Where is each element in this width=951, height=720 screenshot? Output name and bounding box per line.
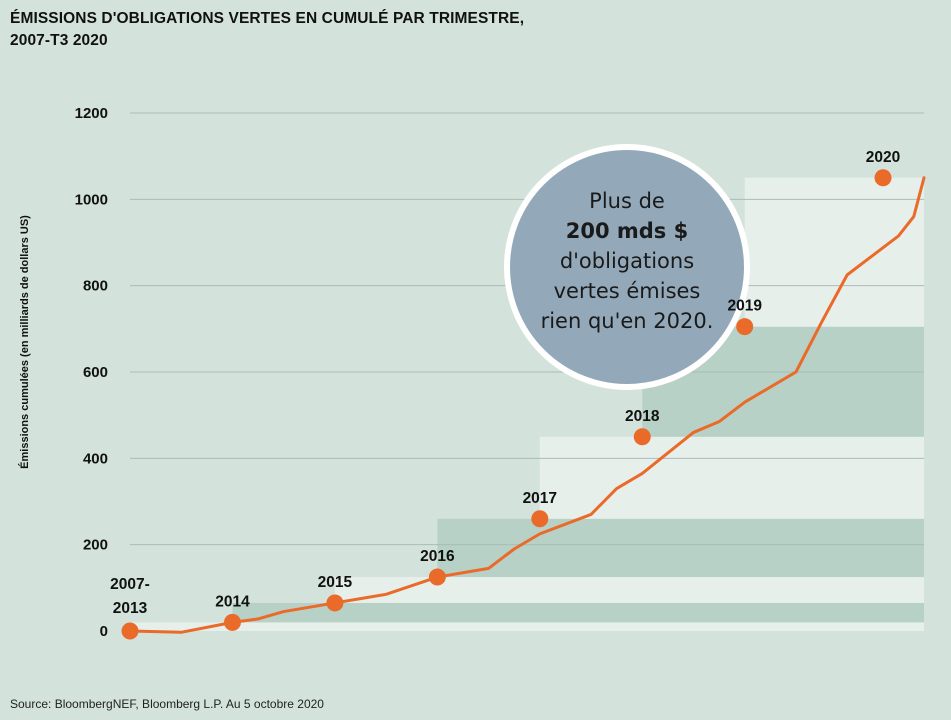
y-tick-1000: 1000 — [75, 191, 108, 208]
y-axis-label: Émissions cumulées (en milliards de doll… — [18, 215, 31, 469]
point-labels: 2007- 2013 2014 2015 2016 2017 2018 2019 2020 — [110, 149, 900, 617]
point-3 — [428, 568, 446, 586]
point-7 — [874, 169, 892, 187]
source-note: Source: BloombergNEF, Bloomberg L.P. Au … — [10, 697, 324, 711]
y-tick-0: 0 — [100, 623, 108, 640]
point-0 — [121, 622, 139, 640]
series-line — [128, 176, 926, 634]
y-tick-400: 400 — [83, 450, 108, 467]
callout-circle — [504, 144, 750, 390]
y-tick-1200: 1200 — [75, 105, 108, 122]
callout-line1: Plus de — [589, 189, 665, 213]
chart-title: ÉMISSIONS D'OBLIGATIONS VERTES EN CUMULÉ… — [10, 8, 910, 52]
callout-line3: d'obligations — [560, 249, 694, 273]
point-label-3: 2016 — [420, 548, 455, 565]
point-4 — [531, 510, 549, 528]
y-tick-200: 200 — [83, 537, 108, 554]
chart: 0 200 400 600 800 1000 1200 Émissions cumulées… — [18, 105, 926, 640]
point-label-7: 2020 — [866, 149, 900, 166]
point-1 — [223, 613, 241, 631]
point-5 — [633, 428, 651, 446]
point-label-2: 2015 — [318, 574, 353, 591]
point-label-5: 2018 — [625, 408, 660, 425]
point-label-1: 2014 — [215, 593, 250, 610]
band-0 — [130, 622, 924, 631]
callout-line2: 200 mds $ — [566, 219, 688, 243]
data-points — [121, 169, 892, 640]
point-2 — [326, 594, 344, 612]
chart-title-line2: 2007-T3 2020 — [10, 32, 108, 49]
point-label-6: 2019 — [727, 298, 762, 315]
band-4 — [539, 436, 924, 519]
band-1 — [232, 602, 925, 623]
point-label-0-b: 2013 — [113, 600, 148, 617]
y-tick-800: 800 — [83, 278, 108, 295]
callout-bubble: Plus de 200 mds $ d'obligations vertes é… — [504, 144, 750, 390]
area-bands — [130, 177, 925, 631]
y-tick-600: 600 — [83, 364, 108, 381]
callout-line5: rien qu'en 2020. — [541, 309, 714, 333]
band-6 — [744, 177, 924, 327]
point-6 — [736, 318, 754, 336]
point-label-4: 2017 — [523, 490, 557, 507]
callout-line4: vertes émises — [554, 279, 701, 303]
point-label-0-a: 2007- — [110, 576, 150, 593]
chart-title-line1: ÉMISSIONS D'OBLIGATIONS VERTES EN CUMULÉ… — [10, 10, 525, 27]
band-3 — [437, 518, 924, 578]
y-axis-ticks: 0 200 400 600 800 1000 1200 — [75, 105, 108, 640]
